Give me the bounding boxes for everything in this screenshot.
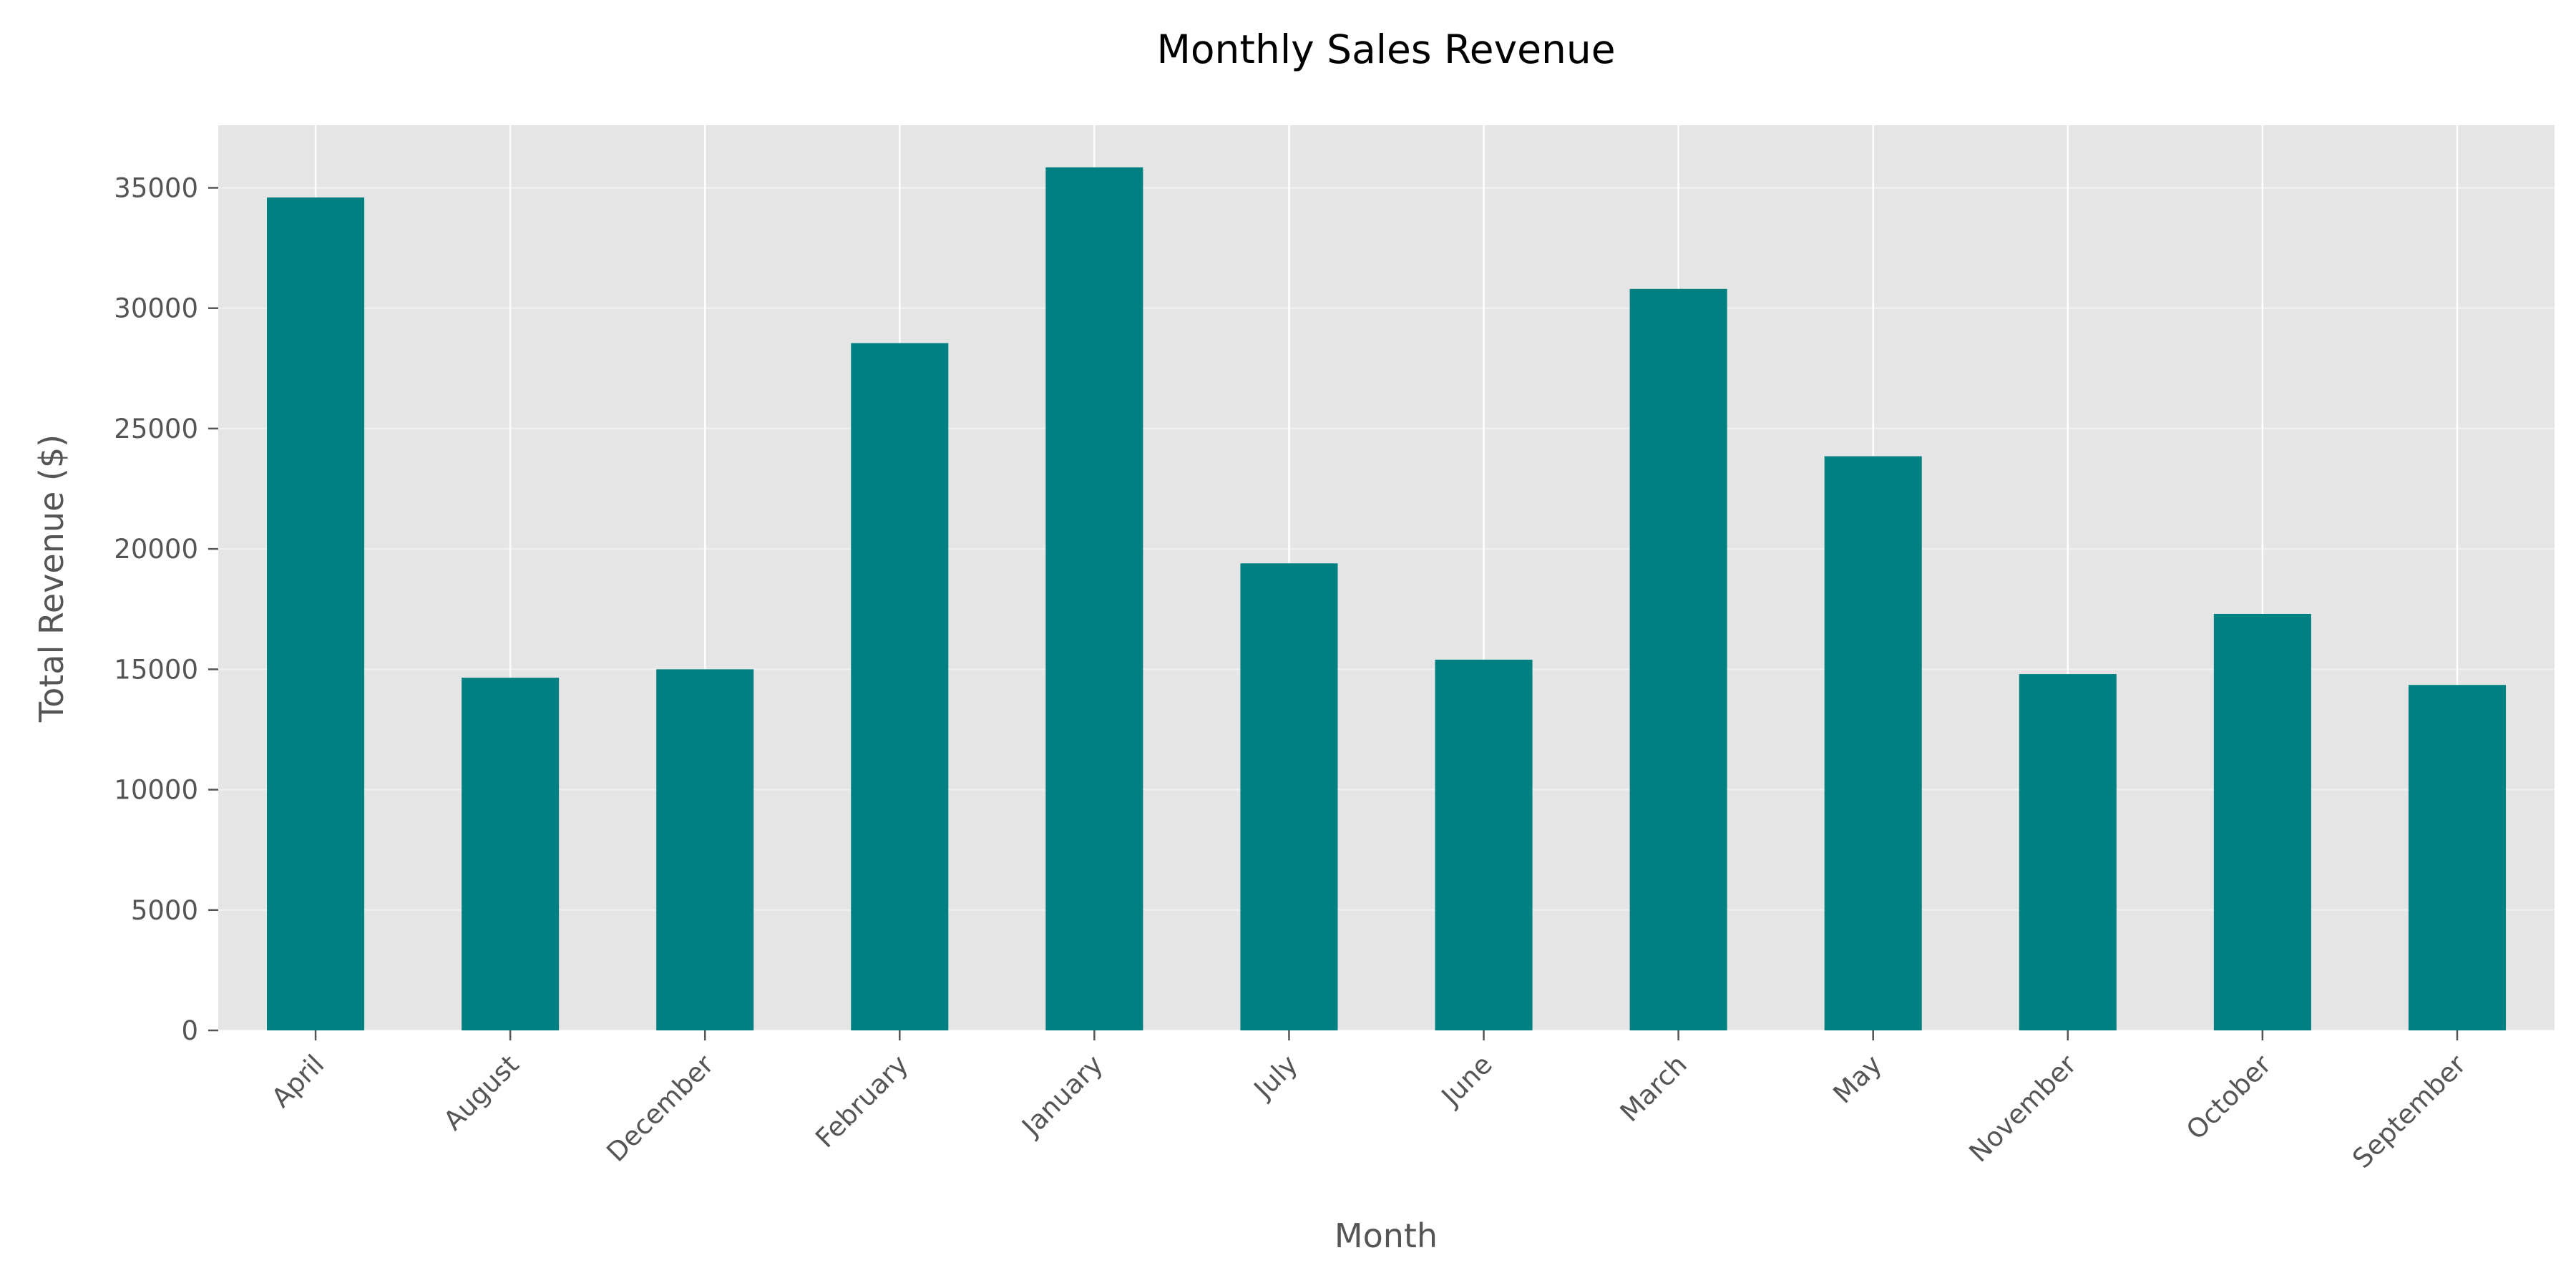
x-axis-title: Month (1335, 1216, 1438, 1255)
y-tick-label: 5000 (131, 895, 198, 926)
x-tick-label: May (1828, 1049, 1888, 1109)
bar-july (1240, 563, 1338, 1030)
bar-april (267, 197, 365, 1030)
y-tick-label: 10000 (114, 775, 198, 806)
x-tick-label: June (1435, 1049, 1498, 1113)
x-tick-label: November (1963, 1048, 2083, 1168)
x-tick-label: March (1614, 1049, 1693, 1128)
x-tick-label: February (809, 1049, 914, 1153)
x-tick-label: December (600, 1048, 720, 1168)
x-tick-label: October (2180, 1048, 2278, 1146)
x-tick-label: August (438, 1049, 525, 1136)
bar-june (1435, 659, 1533, 1030)
y-tick-label: 15000 (114, 654, 198, 685)
y-tick-label: 30000 (114, 293, 198, 324)
bar-september (2408, 685, 2506, 1030)
bar-october (2213, 613, 2311, 1030)
bar-january (1045, 167, 1143, 1030)
bars (267, 167, 2506, 1030)
bar-december (656, 669, 754, 1030)
y-tick-label: 25000 (114, 414, 198, 444)
bar-may (1824, 456, 1922, 1030)
x-tick-label: September (2346, 1048, 2472, 1174)
x-axis-ticks: April August December February January July Ju… (265, 1030, 2472, 1174)
bar-august (462, 678, 560, 1030)
y-axis-title: Total Revenue ($) (32, 434, 71, 723)
y-tick-label: 35000 (114, 172, 198, 203)
x-tick-label: July (1247, 1049, 1304, 1106)
x-tick-label: January (1015, 1049, 1109, 1143)
bar-march (1629, 288, 1727, 1030)
y-tick-label: 20000 (114, 534, 198, 565)
y-tick-label: 0 (181, 1015, 198, 1046)
chart-title: Monthly Sales Revenue (1156, 26, 1615, 72)
x-tick-label: April (265, 1049, 330, 1113)
plot-area (218, 125, 2555, 1030)
y-axis-ticks: 0 5000 10000 15000 20000 25000 30000 35000 (114, 172, 218, 1046)
bar-november (2019, 674, 2117, 1030)
bar-february (851, 343, 949, 1030)
